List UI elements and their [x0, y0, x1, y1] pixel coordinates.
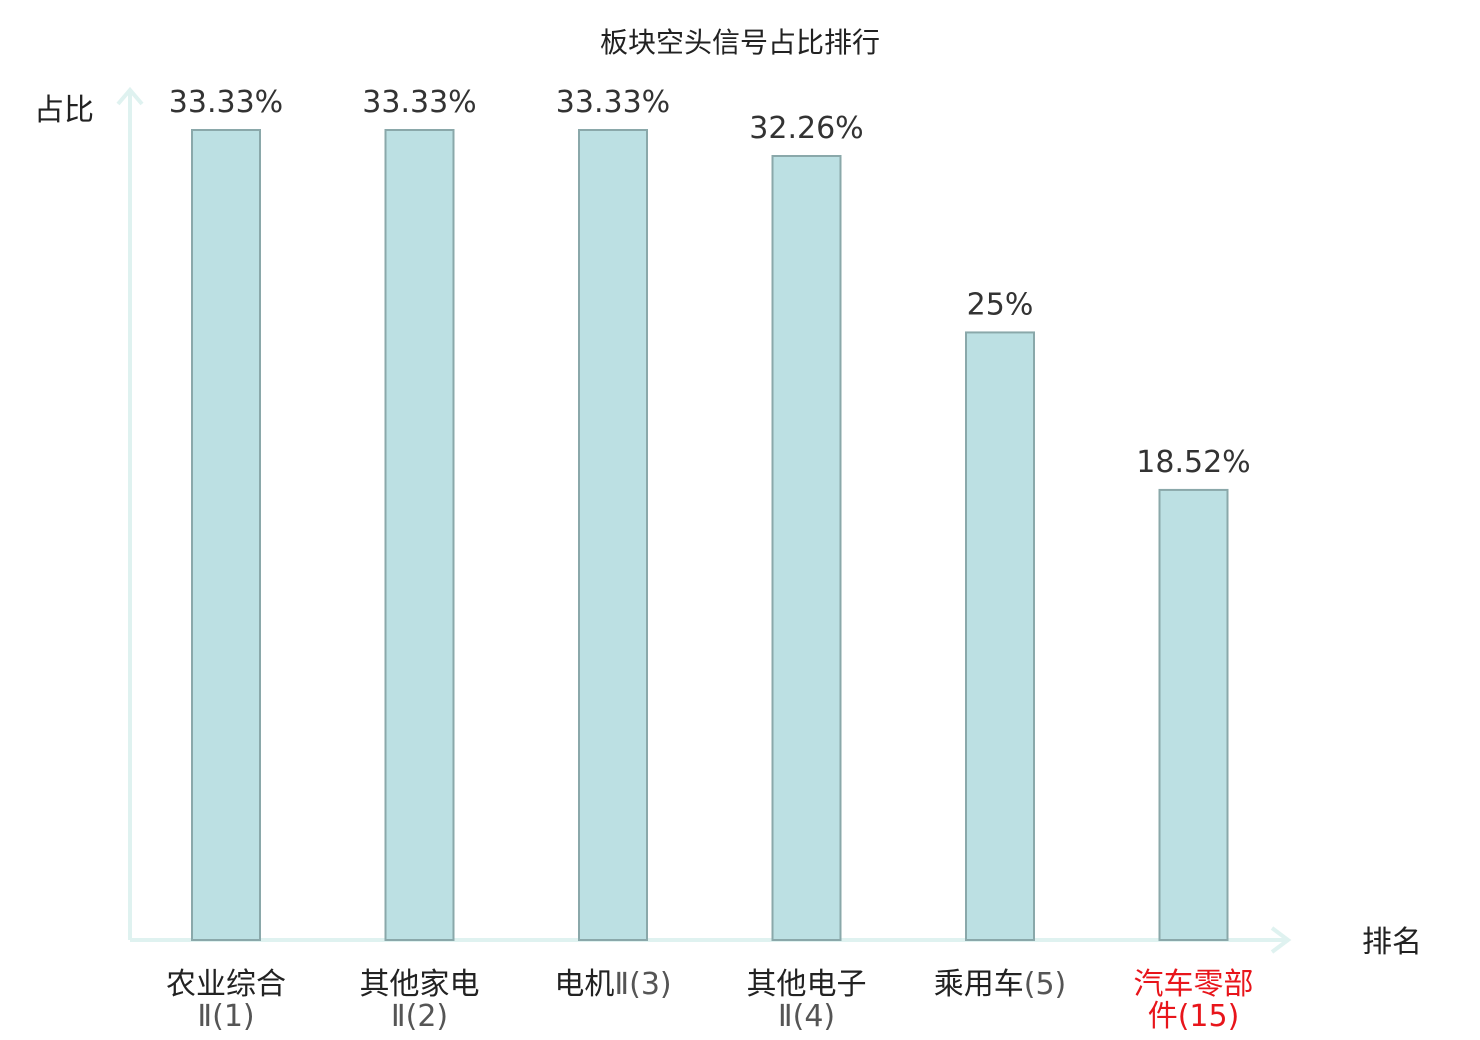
- bar-1: [191, 129, 261, 941]
- bar-2: [384, 129, 455, 941]
- bar-5: [965, 331, 1035, 941]
- value-label-1: 33.33%: [169, 85, 283, 120]
- y-axis-arrow: [116, 86, 144, 106]
- x-axis-label: 排名: [1362, 925, 1422, 960]
- category-label-1: 农业综合 Ⅱ(1): [166, 967, 286, 1034]
- x-axis-arrow: [1270, 926, 1292, 954]
- value-label-3: 33.33%: [556, 85, 670, 120]
- bar-6: [1158, 488, 1229, 941]
- category-label-6: 汽车零部件(15): [1134, 967, 1254, 1034]
- value-label-2: 33.33%: [362, 85, 476, 120]
- category-label-2: 其他家电 Ⅱ(2): [360, 967, 480, 1034]
- bars-group: [191, 129, 1229, 941]
- bar-4: [771, 155, 842, 941]
- value-labels-group: 33.33% 33.33% 33.33% 32.26% 25% 18.52%: [169, 85, 1251, 480]
- chart-title: 板块空头信号占比排行: [600, 26, 880, 59]
- category-label-3: 电机Ⅱ(3): [554, 967, 671, 1002]
- category-labels-group: 农业综合 Ⅱ(1) 其他家电 Ⅱ(2) 电机Ⅱ(3) 其他电子 Ⅱ(4) 乘用车(5) 汽车零部…: [166, 967, 1254, 1034]
- category-label-4: 其他电子 Ⅱ(4): [747, 967, 867, 1034]
- value-label-5: 25%: [967, 287, 1034, 322]
- bar-3: [578, 129, 648, 941]
- y-axis-label: 占比: [34, 93, 94, 128]
- category-label-5: 乘用车(5): [934, 967, 1067, 1002]
- value-label-6: 18.52%: [1136, 445, 1250, 480]
- value-label-4: 32.26%: [749, 111, 863, 146]
